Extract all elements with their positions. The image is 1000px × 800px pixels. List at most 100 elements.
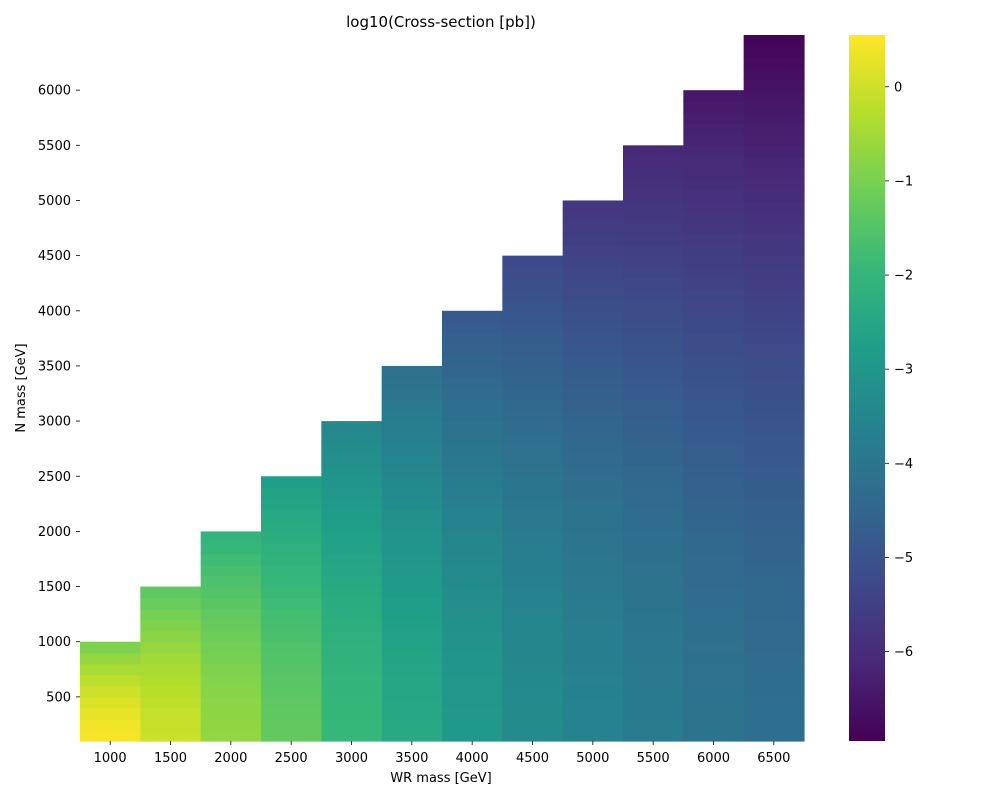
heatmap-cell xyxy=(743,729,805,742)
heatmap-cell xyxy=(442,641,503,654)
heatmap-cell xyxy=(502,476,564,488)
heatmap-cell xyxy=(442,564,503,577)
heatmap-cell xyxy=(683,365,745,378)
heatmap-cell xyxy=(683,729,745,742)
heatmap-cell xyxy=(502,696,564,709)
heatmap-cell xyxy=(562,410,624,422)
heatmap-cell xyxy=(502,542,564,555)
heatmap-cell xyxy=(381,454,443,466)
heatmap-cell xyxy=(562,310,624,323)
heatmap-cell xyxy=(743,542,805,555)
heatmap-cell xyxy=(502,487,564,499)
heatmap-cell xyxy=(261,476,322,488)
heatmap-cell xyxy=(321,608,383,621)
heatmap-cell xyxy=(743,145,805,157)
y-tick-label: 5500 xyxy=(38,139,71,154)
heatmap-cell xyxy=(442,321,503,334)
heatmap-cell xyxy=(502,564,564,577)
heatmap-cell xyxy=(442,509,503,521)
heatmap-cell xyxy=(562,365,624,378)
heatmap-cell xyxy=(623,145,684,157)
heatmap-cell xyxy=(743,299,805,312)
heatmap-cell xyxy=(562,476,624,488)
heatmap-cell xyxy=(562,542,624,555)
heatmap-cell xyxy=(562,531,624,544)
heatmap-cell xyxy=(562,520,624,533)
y-tick-label: 4500 xyxy=(38,249,71,264)
x-tick-label: 1000 xyxy=(94,751,127,766)
heatmap-cell xyxy=(623,443,684,455)
heatmap-cell xyxy=(683,233,745,246)
heatmap-cell xyxy=(502,321,564,334)
heatmap-cell xyxy=(502,685,564,698)
heatmap-cell xyxy=(502,707,564,720)
heatmap-cell xyxy=(623,729,684,742)
heatmap-cell xyxy=(261,630,322,643)
heatmap-cell xyxy=(743,685,805,698)
y-axis: 500 1000 1500 2000 2500 3000 3500 4000 4500 5000 5… xyxy=(38,84,80,705)
heatmap-cell xyxy=(743,343,805,356)
heatmap-cell xyxy=(261,696,322,709)
heatmap-cell xyxy=(743,421,805,433)
heatmap-cell xyxy=(623,597,684,610)
heatmap-cell xyxy=(623,332,684,345)
heatmap-cell xyxy=(200,707,262,720)
heatmap-cell xyxy=(321,498,383,510)
heatmap-cell xyxy=(743,674,805,687)
x-tick-label: 5500 xyxy=(637,751,670,766)
heatmap-cell xyxy=(321,487,383,499)
heatmap-cell xyxy=(683,200,745,213)
heatmap-cell xyxy=(321,421,383,433)
heatmap-cell xyxy=(381,597,443,610)
heatmap-cell xyxy=(562,619,624,632)
heatmap-cell xyxy=(381,410,443,422)
heatmap-cell xyxy=(200,619,262,632)
heatmap-cell xyxy=(743,233,805,246)
heatmap-cell xyxy=(381,553,443,566)
heatmap-cell xyxy=(623,685,684,698)
heatmap-cell xyxy=(683,509,745,521)
heatmap-cell xyxy=(381,641,443,654)
heatmap-cell xyxy=(502,421,564,433)
heatmap-cell xyxy=(261,729,322,742)
y-tick-label: 1000 xyxy=(38,635,71,650)
y-tick-label: 1500 xyxy=(38,580,71,595)
heatmap-cell xyxy=(562,575,624,588)
heatmap-cell xyxy=(683,332,745,345)
heatmap-cell xyxy=(200,663,262,676)
heatmap-cell xyxy=(743,365,805,378)
heatmap-cell xyxy=(321,597,383,610)
heatmap-cell xyxy=(200,542,262,555)
heatmap-cell xyxy=(743,476,805,488)
heatmap-cell xyxy=(200,674,262,687)
heatmap-cell xyxy=(743,553,805,566)
heatmap-cell xyxy=(442,608,503,621)
heatmap-cell xyxy=(381,476,443,488)
heatmap-cell xyxy=(321,531,383,544)
heatmap-cell xyxy=(623,641,684,654)
heatmap-cell xyxy=(381,376,443,389)
heatmap-cell xyxy=(80,685,141,698)
heatmap-cell xyxy=(261,707,322,720)
heatmap-cell xyxy=(743,134,805,146)
heatmap-cell xyxy=(623,156,684,168)
heatmap-cell xyxy=(683,211,745,224)
heatmap-cell xyxy=(442,354,503,367)
heatmap-cell xyxy=(261,619,322,632)
heatmap-cell xyxy=(321,729,383,742)
heatmap-cell xyxy=(623,674,684,687)
heatmap-cell xyxy=(200,729,262,742)
heatmap-cell xyxy=(683,476,745,488)
heatmap-cell xyxy=(683,343,745,356)
heatmap-cell xyxy=(502,332,564,345)
heatmap-cell xyxy=(321,641,383,654)
heatmap-cell xyxy=(140,674,202,687)
colorbar-tick-label: −6 xyxy=(894,645,913,660)
heatmap-cell xyxy=(140,652,202,665)
x-tick-label: 2000 xyxy=(214,751,247,766)
heatmap-cell xyxy=(683,487,745,499)
heatmap-cell xyxy=(442,465,503,477)
heatmap-cell xyxy=(743,211,805,224)
heatmap-cell xyxy=(683,310,745,323)
heatmap-cell xyxy=(683,145,745,157)
